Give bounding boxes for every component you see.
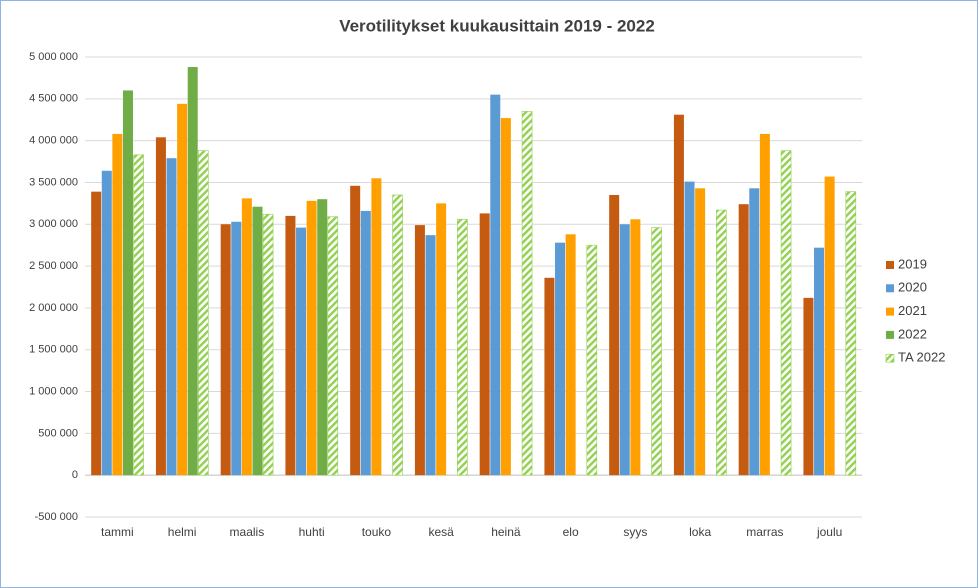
bar bbox=[716, 209, 727, 476]
bar bbox=[91, 191, 102, 476]
bar bbox=[166, 158, 177, 476]
bar bbox=[241, 198, 252, 476]
bar bbox=[327, 216, 339, 476]
bar bbox=[490, 94, 501, 476]
bar bbox=[112, 133, 123, 476]
y-tick-label: 3 000 000 bbox=[29, 218, 78, 230]
bar bbox=[738, 204, 749, 476]
bar bbox=[317, 199, 328, 476]
x-tick-label: syys bbox=[623, 525, 647, 539]
bar bbox=[371, 178, 382, 476]
y-tick-label: 0 bbox=[72, 469, 78, 481]
bar bbox=[500, 118, 511, 476]
bar bbox=[231, 221, 242, 476]
bar bbox=[252, 206, 263, 476]
bar bbox=[360, 210, 371, 476]
x-tick-label: elo bbox=[563, 525, 579, 539]
legend-swatch bbox=[886, 330, 894, 339]
bar bbox=[521, 111, 533, 476]
bar bbox=[845, 191, 857, 476]
bar bbox=[457, 218, 468, 476]
bar bbox=[122, 90, 133, 476]
y-tick-label: 4 500 000 bbox=[29, 93, 78, 105]
bar bbox=[673, 114, 684, 476]
legend-label: 2020 bbox=[898, 280, 927, 295]
x-tick-label: maalis bbox=[230, 525, 265, 539]
y-tick-label: 1 000 000 bbox=[29, 385, 78, 397]
bar bbox=[101, 170, 112, 476]
legend-swatch bbox=[886, 284, 894, 293]
y-tick-label: 1 500 000 bbox=[29, 344, 78, 356]
legend-swatch bbox=[886, 261, 894, 269]
x-tick-label: tammi bbox=[101, 525, 134, 539]
bar bbox=[565, 234, 576, 476]
bar bbox=[684, 181, 695, 476]
bar bbox=[609, 195, 620, 476]
y-tick-label: 5 000 000 bbox=[29, 51, 78, 63]
x-tick-label: helmi bbox=[168, 525, 197, 539]
bar bbox=[803, 297, 814, 476]
bar bbox=[133, 154, 144, 476]
bar bbox=[651, 227, 662, 476]
x-tick-label: loka bbox=[689, 525, 711, 539]
y-tick-label: 4 000 000 bbox=[29, 135, 78, 147]
legend-label: 2022 bbox=[898, 326, 927, 341]
bar bbox=[425, 235, 436, 476]
bar bbox=[306, 200, 317, 476]
x-tick-label: marras bbox=[746, 525, 783, 539]
bar bbox=[749, 188, 760, 476]
x-tick-label: joulu bbox=[816, 525, 842, 539]
legend-swatch bbox=[885, 353, 895, 363]
bar bbox=[814, 247, 825, 476]
bar bbox=[177, 103, 188, 476]
bar bbox=[479, 213, 490, 476]
bar bbox=[630, 219, 641, 476]
legend-label: 2019 bbox=[898, 256, 927, 271]
y-tick-label: 2 000 000 bbox=[29, 302, 78, 314]
bar bbox=[586, 244, 598, 476]
bar bbox=[392, 194, 403, 476]
bar bbox=[155, 137, 166, 476]
y-tick-label: 2 500 000 bbox=[29, 260, 78, 272]
bar bbox=[759, 133, 770, 476]
bar bbox=[619, 224, 630, 476]
y-tick-label: 3 500 000 bbox=[29, 176, 78, 188]
chart-title: Verotilitykset kuukausittain 2019 - 2022 bbox=[339, 16, 655, 35]
x-tick-label: huhti bbox=[299, 525, 325, 539]
bar bbox=[414, 225, 425, 476]
y-tick-label: -500 000 bbox=[35, 511, 78, 523]
bar bbox=[350, 185, 361, 476]
bar bbox=[220, 224, 231, 476]
legend-label: 2021 bbox=[898, 303, 927, 318]
x-tick-label: kesä bbox=[428, 525, 454, 539]
bar bbox=[695, 188, 706, 476]
x-tick-label: heinä bbox=[491, 525, 521, 539]
y-tick-label: 500 000 bbox=[38, 427, 78, 439]
bar bbox=[780, 150, 792, 476]
bar bbox=[555, 242, 566, 476]
bar bbox=[187, 67, 198, 476]
bar bbox=[436, 203, 447, 476]
legend-swatch bbox=[886, 307, 894, 316]
bar bbox=[262, 213, 274, 476]
bar bbox=[824, 176, 835, 476]
x-tick-label: touko bbox=[362, 525, 392, 539]
bar bbox=[285, 215, 296, 476]
bar bbox=[198, 150, 209, 476]
legend-label: TA 2022 bbox=[898, 350, 945, 365]
bar bbox=[544, 277, 555, 476]
bar bbox=[296, 227, 307, 476]
